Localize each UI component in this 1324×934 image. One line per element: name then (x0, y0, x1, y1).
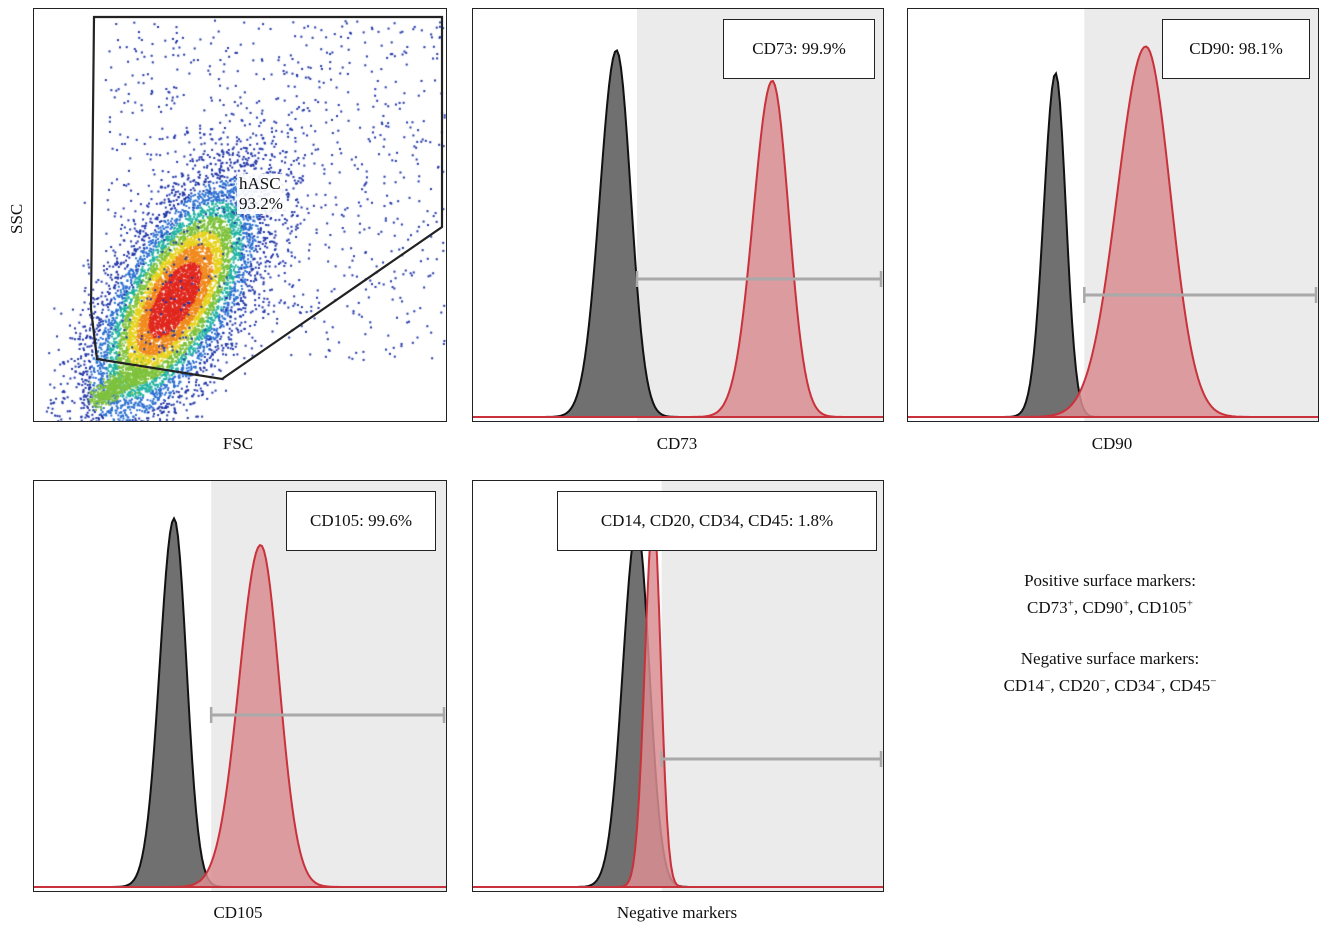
marker-sign: − (1044, 675, 1051, 687)
marker-cd20: CD20− (1058, 675, 1106, 695)
xlabel-cd90: CD90 (1091, 434, 1133, 453)
gate-percent: 93.2% (239, 194, 283, 213)
marker-name: CD20 (1058, 675, 1100, 695)
marker-sign: + (1186, 597, 1194, 609)
marker-sign: − (1210, 675, 1217, 687)
marker-name: CD34 (1114, 675, 1155, 695)
gate-name: hASC (239, 174, 281, 193)
negative-markers-title: Negative surface markers: (1020, 649, 1200, 668)
histogram-cd73: CD73: 99.9% (472, 8, 884, 422)
stained-sample-peak (908, 45, 1318, 418)
scatter-density-plot (34, 9, 446, 421)
xlabel-cd105: CD105 (213, 903, 263, 922)
hasc-gate-polygon (89, 15, 444, 381)
histogram-cd90: CD90: 98.1% (907, 8, 1319, 422)
positive-markers-title: Positive surface markers: (1024, 571, 1196, 590)
gate-label: hASC 93.2% (237, 174, 285, 214)
negative-markers-list: CD14−, CD20−, CD34−, CD45− (1003, 675, 1217, 695)
hasc-gate (89, 15, 444, 381)
marker-sign: + (1067, 597, 1074, 609)
stained-sample-peak (473, 514, 883, 888)
marker-cd73: CD73+ (1026, 597, 1074, 617)
histogram-negative-markers: CD14, CD20, CD34, CD45: 1.8% (472, 480, 884, 892)
marker-name: CD73 (1026, 597, 1068, 617)
marker-sign: + (1122, 597, 1130, 609)
marker-name: CD14 (1003, 675, 1045, 695)
marker-sign: − (1154, 675, 1162, 687)
callout-negative-markers: CD14, CD20, CD34, CD45: 1.8% (557, 491, 877, 551)
xlabel-negative-markers: Negative markers (616, 903, 738, 922)
positive-markers-list: CD73+, CD90+, CD105+ (1026, 597, 1194, 617)
marker-name: CD90 (1082, 597, 1123, 617)
callout-cd73: CD73: 99.9% (723, 19, 875, 79)
marker-cd45: CD45− (1169, 675, 1217, 695)
marker-cd105: CD105+ (1137, 597, 1194, 617)
marker-sign: − (1099, 675, 1106, 687)
stained-sample-peak (473, 79, 883, 418)
scatter-xlabel: FSC (222, 434, 254, 453)
marker-cd90: CD90+ (1082, 597, 1130, 617)
callout-cd90: CD90: 98.1% (1162, 19, 1310, 79)
marker-name: CD105 (1137, 597, 1187, 617)
scatter-ylabel: SSC (7, 203, 26, 234)
histogram-cd105: CD105: 99.6% (33, 480, 447, 892)
marker-cd14: CD14− (1003, 675, 1051, 695)
xlabel-cd73: CD73 (656, 434, 698, 453)
negative-markers-note: Negative surface markers: CD14−, CD20−, … (930, 648, 1290, 697)
marker-name: CD45 (1169, 675, 1211, 695)
scatter-panel: hASC 93.2% (33, 8, 447, 422)
callout-cd105: CD105: 99.6% (286, 491, 436, 551)
positive-markers-note: Positive surface markers: CD73+, CD90+, … (930, 570, 1290, 619)
marker-cd34: CD34− (1114, 675, 1162, 695)
